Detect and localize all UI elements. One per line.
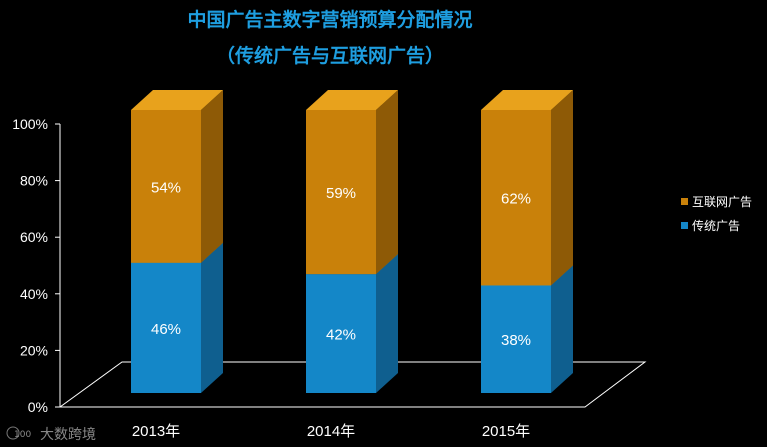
data-label: 38% xyxy=(501,332,531,349)
bar-internet-2: 62% xyxy=(481,90,573,286)
data-label: 59% xyxy=(326,185,356,202)
bar-internet-0: 54% xyxy=(131,90,223,263)
legend-label: 传统广告 xyxy=(692,218,740,233)
bar-front xyxy=(131,110,201,263)
bar-top xyxy=(131,90,223,110)
data-label: 42% xyxy=(326,327,356,344)
watermark-logo-icon xyxy=(6,426,20,440)
x-tick-label: 2014年 xyxy=(307,423,355,440)
y-axis: 0% 20% 40% 60% 80% 100% xyxy=(12,116,61,415)
bar-side xyxy=(201,242,223,393)
data-label: 62% xyxy=(501,191,531,208)
chart-subtitle: （传统广告与互联网广告） xyxy=(216,44,444,67)
bar-side xyxy=(551,90,573,286)
bar-front xyxy=(306,274,376,393)
bar-front xyxy=(131,262,201,393)
data-label: 54% xyxy=(151,179,181,196)
bars: 46% 54% 42% 59% 38% 62% xyxy=(131,90,573,393)
y-tick-label: 100% xyxy=(12,116,48,132)
y-tick-label: 0% xyxy=(28,399,48,415)
bar-internet-1: 59% xyxy=(306,90,398,275)
bar-front xyxy=(481,285,551,393)
bar-front xyxy=(481,110,551,286)
bar-top xyxy=(306,90,398,110)
x-axis-labels: 2013年 2014年 2015年 xyxy=(132,423,530,440)
y-tick-label: 20% xyxy=(20,342,48,358)
bar-traditional-1: 42% xyxy=(306,254,398,393)
watermark: 100 大数跨境 xyxy=(6,426,96,443)
chart-title: 中国广告主数字营销预算分配情况 xyxy=(187,8,472,31)
chart-floor xyxy=(58,361,647,408)
watermark-brand: 大数跨境 xyxy=(40,427,96,443)
x-tick-label: 2013年 xyxy=(132,423,180,440)
y-tick-label: 40% xyxy=(20,286,48,302)
bar-side xyxy=(551,265,573,393)
y-tick-label: 80% xyxy=(20,173,48,189)
watermark-logo-text: 100 xyxy=(14,430,31,440)
bar-side xyxy=(376,254,398,393)
floor-outline xyxy=(58,361,647,408)
bar-side xyxy=(376,90,398,275)
legend-swatch xyxy=(681,198,688,205)
bar-side xyxy=(201,90,223,263)
bar-front xyxy=(306,110,376,275)
x-tick-label: 2015年 xyxy=(482,423,530,440)
y-tick-label: 60% xyxy=(20,229,48,245)
legend-label: 互联网广告 xyxy=(692,195,752,209)
bar-top xyxy=(481,90,573,110)
data-label: 46% xyxy=(151,321,181,338)
bar-traditional-0: 46% xyxy=(131,242,223,393)
legend-swatch xyxy=(681,222,688,229)
